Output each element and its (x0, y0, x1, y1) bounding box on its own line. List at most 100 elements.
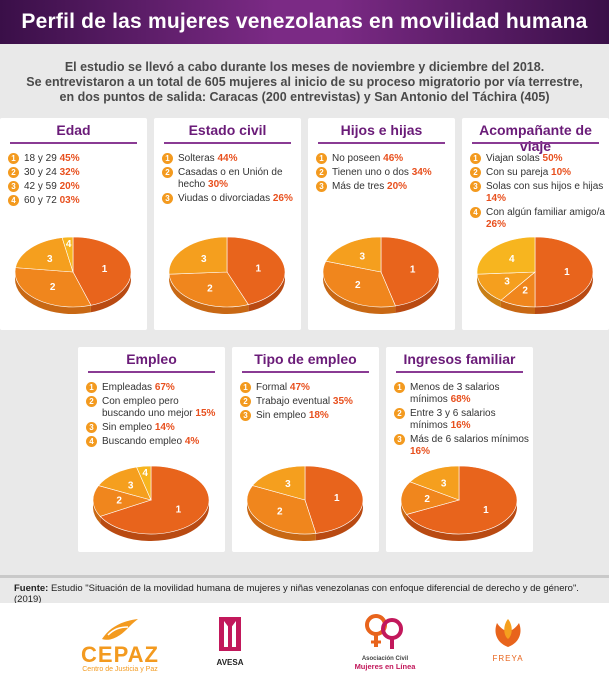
legend-category: Con su pareja (486, 167, 552, 178)
header-banner: Perfil de las mujeres venezolanas en mov… (0, 0, 609, 44)
legend-category: Más de tres (332, 181, 388, 192)
pie-slice-label: 2 (424, 494, 430, 505)
chart-title: Empleo (126, 351, 177, 367)
legend-number-badge: 2 (394, 408, 405, 419)
legend-item: 3 Sin empleo 18% (240, 410, 375, 422)
legend-number-badge: 3 (8, 181, 19, 192)
pie-slice (92, 485, 153, 517)
legend-text: 60 y 72 03% (24, 195, 80, 207)
legend-value: 45% (59, 153, 80, 164)
avesa-name: AVESA (216, 658, 244, 667)
chart-card: Tipo de empleo 1 Formal 47% 2 Trabajo eventu… (232, 347, 379, 552)
pie-slice-side (169, 274, 249, 314)
legend-number-badge: 2 (8, 167, 19, 178)
pie-slice-label: 4 (142, 468, 148, 479)
women-symbols-icon (365, 614, 403, 649)
legend-category: Solas con sus hijos e hijas (486, 181, 604, 192)
legend-text: Con empleo pero buscando uno mejor 15% (102, 396, 221, 420)
legend-category: Viajan solas (486, 153, 543, 164)
chart-title: Hijos e hijas (340, 122, 423, 138)
legend-value: 46% (383, 153, 404, 164)
freya-name: FREYA (492, 654, 524, 663)
legend-text: Con algún familiar amigo/a 26% (486, 207, 605, 231)
legend-item: 2 Casadas o en Unión de hecho 30% (162, 167, 297, 191)
mujeres-line-2: Mujeres en Línea (354, 662, 416, 671)
legend-category: Trabajo eventual (256, 396, 333, 407)
legend-category: Menos de 3 salarios mínimos (410, 382, 500, 405)
legend-text: 18 y 29 45% (24, 153, 80, 165)
legend-list: 1 Menos de 3 salarios mínimos 68% 2 Entre 3… (394, 382, 529, 460)
pie-chart: 1 23 (400, 465, 518, 541)
legend-value: 15% (195, 408, 216, 419)
mujeres-en-linea-logo: Asociación Civil Mujeres en Línea (330, 611, 440, 671)
intro-line-2: Se entrevistaron a un total de 605 mujer… (26, 75, 583, 89)
legend-text: 42 y 59 20% (24, 181, 80, 193)
legend-number-badge: 4 (470, 207, 481, 218)
legend-text: Solteras 44% (178, 153, 237, 165)
legend-value: 68% (450, 394, 471, 405)
legend-category: Entre 3 y 6 salarios mínimos (410, 408, 496, 431)
pie-slice-label: 4 (509, 254, 515, 265)
pie-slice-side (477, 274, 501, 308)
legend-list: 1 Empleadas 67% 2 Con empleo pero buscando … (86, 382, 221, 450)
pie-slice (168, 236, 228, 275)
pie-slice-label: 2 (207, 283, 213, 294)
title-underline (164, 142, 291, 144)
pie-slice (476, 236, 536, 275)
cepaz-subtitle: Centro de Justicia y Paz (82, 666, 158, 673)
dove-icon (102, 619, 138, 640)
avesa-logo: AVESA (205, 615, 255, 667)
legend-value: 4% (184, 436, 200, 447)
pie-slice-label: 1 (564, 267, 570, 278)
pie-slice (99, 465, 210, 535)
legend-text: Sin empleo 14% (102, 422, 175, 434)
legend-item: 1 Menos de 3 salarios mínimos 68% (394, 382, 529, 406)
title-underline (318, 142, 445, 144)
legend-category: Más de 6 salarios mínimos (410, 434, 529, 445)
pie-slice-label: 2 (116, 496, 122, 507)
pie-slice-side (315, 500, 363, 541)
legend-value: 67% (154, 382, 175, 393)
chart-title: Edad (56, 122, 91, 138)
pie-slice (380, 236, 440, 307)
pie-slice-label: 3 (47, 254, 53, 265)
legend-number-badge: 3 (394, 434, 405, 445)
legend-item: 2 Con empleo pero buscando uno mejor 15% (86, 396, 221, 420)
legend-item: 3 Más de tres 20% (316, 181, 451, 193)
legend-category: Sin empleo (256, 410, 309, 421)
legend-category: Empleadas (102, 382, 155, 393)
legend-item: 2 30 y 24 32% (8, 167, 143, 179)
legend-category: Solteras (178, 153, 218, 164)
legend-item: 1 Empleadas 67% (86, 382, 221, 394)
pie-slice (61, 236, 74, 273)
legend-number-badge: 2 (470, 167, 481, 178)
flower-icon (495, 619, 521, 647)
legend-value: 10% (551, 167, 572, 178)
pie-slice (405, 465, 518, 535)
legend-category: Formal (256, 382, 290, 393)
legend-value: 03% (59, 195, 80, 206)
pie-slice-label: 1 (256, 263, 262, 274)
pie-slice (322, 260, 396, 308)
pie-slice-label: 1 (334, 493, 340, 504)
legend-number-badge: 3 (86, 422, 97, 433)
legend-value: 47% (289, 382, 310, 393)
legend-category: Buscando empleo (102, 436, 185, 447)
title-underline (88, 371, 215, 373)
source-note: Fuente: Estudio "Situación de la movilid… (0, 575, 609, 605)
legend-value: 16% (410, 446, 431, 457)
legend-item: 3 Viudas o divorciadas 26% (162, 193, 297, 205)
legend-category: 42 y 59 (24, 181, 60, 192)
legend-text: No poseen 46% (332, 153, 403, 165)
legend-item: 1 Viajan solas 50% (470, 153, 605, 165)
legend-text: Trabajo eventual 35% (256, 396, 353, 408)
pie-slice-label: 3 (285, 479, 291, 490)
chart-title: Tipo de empleo (254, 351, 357, 367)
legend-item: 1 Solteras 44% (162, 153, 297, 165)
legend-item: 1 Formal 47% (240, 382, 375, 394)
legend-text: Casadas o en Unión de hecho 30% (178, 167, 297, 191)
freya-logo: FREYA (478, 617, 538, 663)
legend-number-badge: 2 (240, 396, 251, 407)
